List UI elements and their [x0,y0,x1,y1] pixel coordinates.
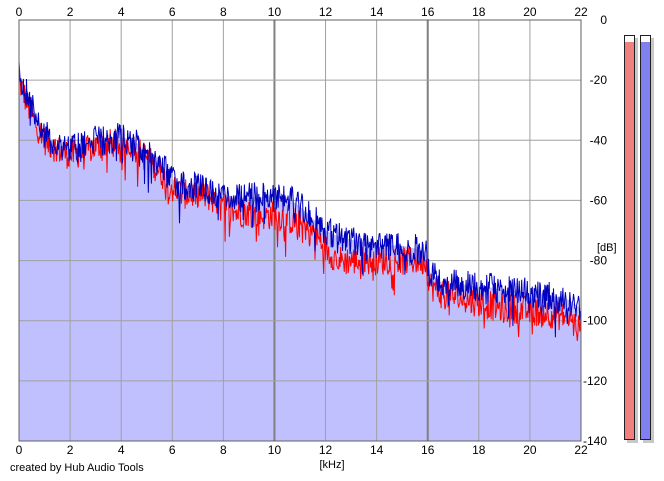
plot-frame [18,19,582,442]
x-tick-label-top: 6 [169,5,176,19]
y-tick-label: -80 [590,254,608,268]
x-tick-label-top: 8 [220,5,227,19]
x-tick-label-top: 16 [421,5,435,19]
y-axis: 0 -20 -40 -60 -80 -100 -120 -140 [583,13,607,448]
credit-text: created by Hub Audio Tools [10,462,144,474]
x-tick-label-top: 20 [523,5,537,19]
x-tick-label-top: 12 [319,5,333,19]
x-tick-label-bottom: 2 [67,443,74,457]
y-tick-label: -40 [590,133,608,147]
x-axis-bottom: 0 2 4 6 8 10 12 14 16 18 20 22 [16,443,588,457]
plot-area [18,19,582,442]
x-tick-label-bottom: 14 [370,443,384,457]
x-tick-label-bottom: 8 [220,443,227,457]
y-axis-label: [dB] [597,242,617,254]
x-tick-label-top: 10 [268,5,282,19]
y-tick-label: -120 [583,374,607,388]
x-tick-label-bottom: 16 [421,443,435,457]
x-tick-label-bottom: 18 [472,443,486,457]
y-tick-label: -100 [583,314,607,328]
x-tick-label-top: 22 [574,5,588,19]
x-tick-label-top: 0 [16,5,23,19]
x-tick-label-top: 4 [118,5,125,19]
x-tick-label-top: 2 [67,5,74,19]
series-line-1 [18,61,582,338]
x-tick-label-bottom: 22 [574,443,588,457]
x-tick-label-bottom: 10 [268,443,282,457]
x-tick-label-bottom: 6 [169,443,176,457]
x-tick-label-bottom: 0 [16,443,23,457]
x-axis-top: 0 2 4 6 8 10 12 14 16 18 20 22 [16,5,588,19]
y-tick-label: 0 [600,13,607,27]
x-tick-label-bottom: 20 [523,443,537,457]
x-tick-label-top: 18 [472,5,486,19]
level-meter-left [624,35,635,440]
x-tick-label-bottom: 4 [118,443,125,457]
y-tick-label: -140 [583,434,607,448]
x-tick-label-bottom: 12 [319,443,333,457]
y-tick-label: -20 [590,73,608,87]
level-meter-right [640,35,651,440]
x-axis-label: [kHz] [319,459,344,471]
y-tick-label: -60 [590,193,608,207]
x-tick-label-top: 14 [370,5,384,19]
